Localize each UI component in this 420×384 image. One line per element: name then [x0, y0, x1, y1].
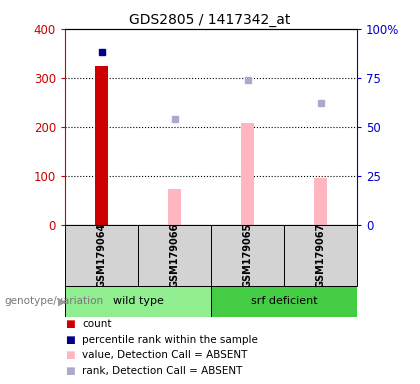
Text: GSM179064: GSM179064 — [97, 223, 107, 288]
Bar — [241, 123, 254, 225]
Text: rank, Detection Call = ABSENT: rank, Detection Call = ABSENT — [82, 366, 242, 376]
Text: GSM179067: GSM179067 — [315, 223, 326, 288]
Text: srf deficient: srf deficient — [251, 296, 318, 306]
Bar — [284, 225, 357, 286]
Text: percentile rank within the sample: percentile rank within the sample — [82, 335, 258, 345]
Text: ■: ■ — [65, 335, 75, 345]
Bar — [95, 66, 108, 225]
Bar — [314, 178, 327, 225]
Text: GSM179066: GSM179066 — [170, 223, 180, 288]
Bar — [138, 225, 211, 286]
Text: ■: ■ — [65, 319, 75, 329]
Text: ■: ■ — [65, 350, 75, 360]
Text: count: count — [82, 319, 111, 329]
Text: wild type: wild type — [113, 296, 163, 306]
Text: genotype/variation: genotype/variation — [4, 296, 103, 306]
Bar — [65, 286, 211, 317]
Text: GDS2805 / 1417342_at: GDS2805 / 1417342_at — [129, 13, 291, 27]
Text: ■: ■ — [65, 366, 75, 376]
Bar — [211, 286, 357, 317]
Bar — [65, 225, 138, 286]
Bar — [168, 189, 181, 225]
Bar — [211, 225, 284, 286]
Text: GSM179065: GSM179065 — [242, 223, 252, 288]
Text: value, Detection Call = ABSENT: value, Detection Call = ABSENT — [82, 350, 247, 360]
Text: ▶: ▶ — [58, 296, 66, 306]
